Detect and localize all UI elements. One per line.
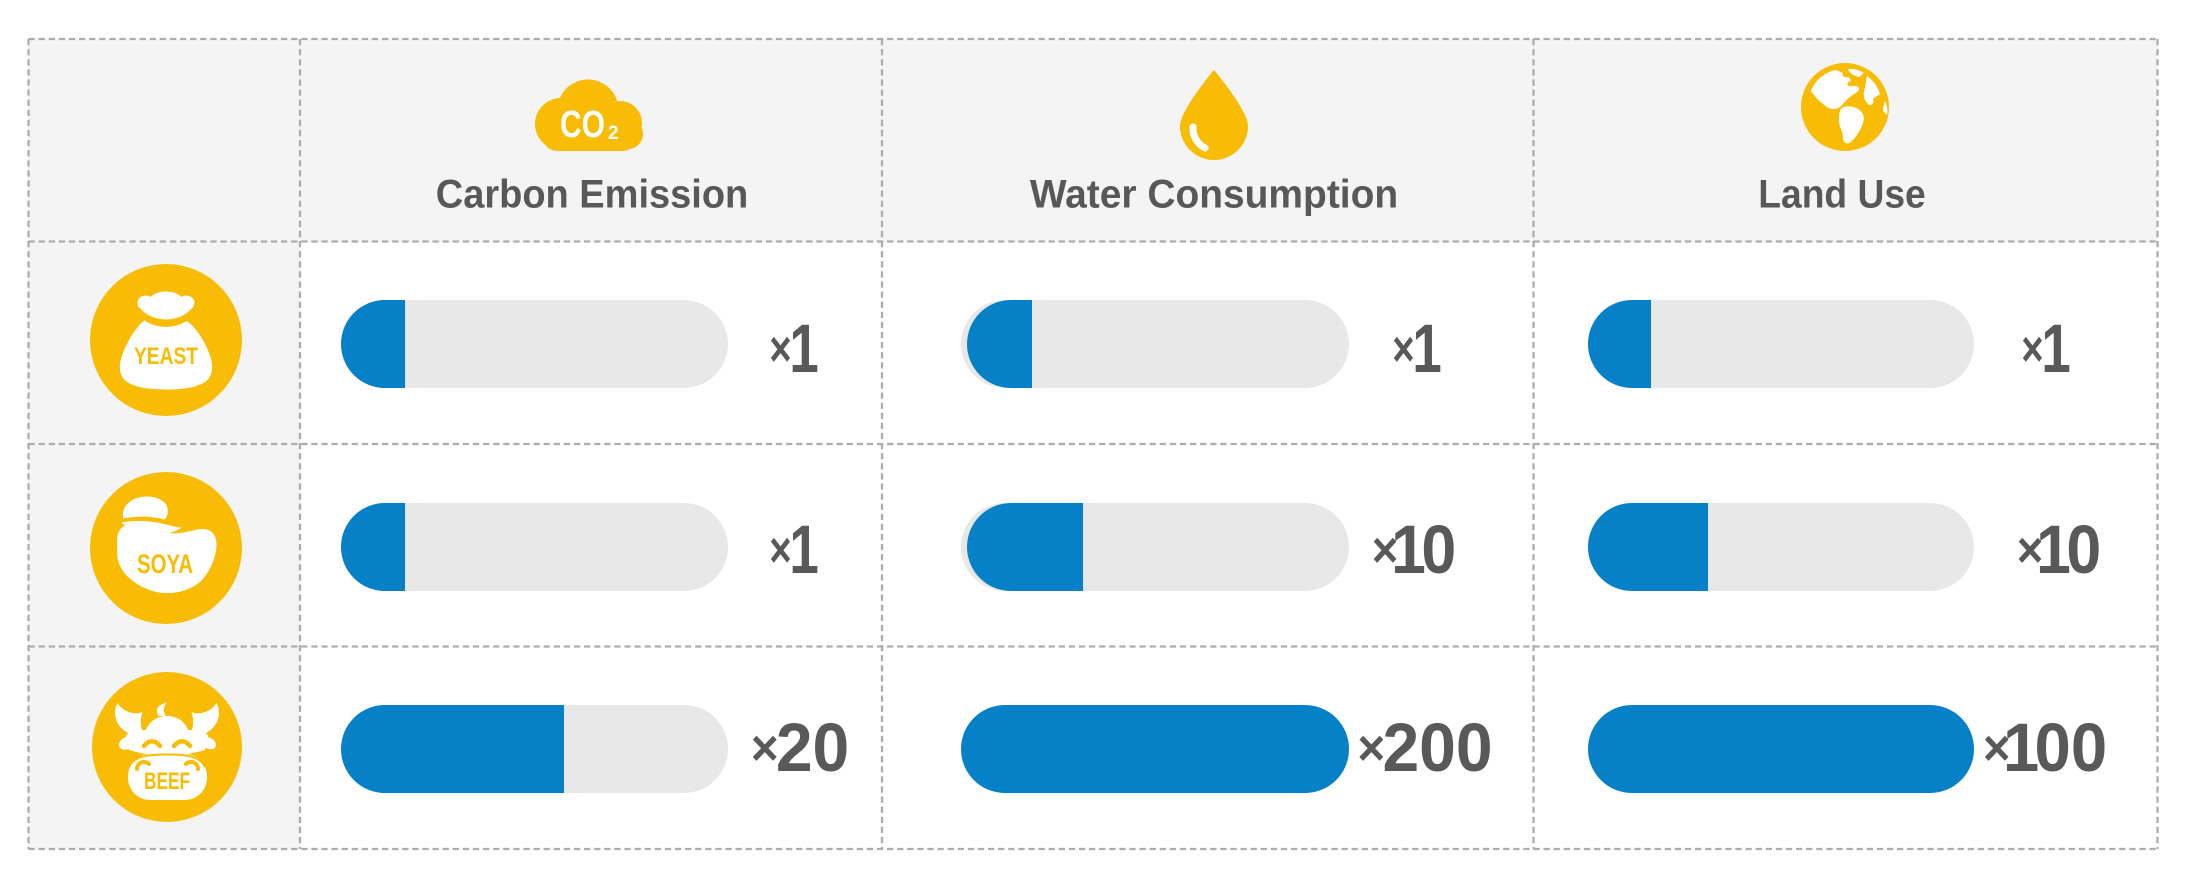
svg-text:BEEF: BEEF	[144, 768, 190, 795]
svg-text:YEAST: YEAST	[134, 343, 198, 370]
svg-text:2: 2	[608, 123, 619, 144]
svg-text:SOYA: SOYA	[137, 549, 193, 579]
svg-text:CO: CO	[560, 104, 605, 146]
